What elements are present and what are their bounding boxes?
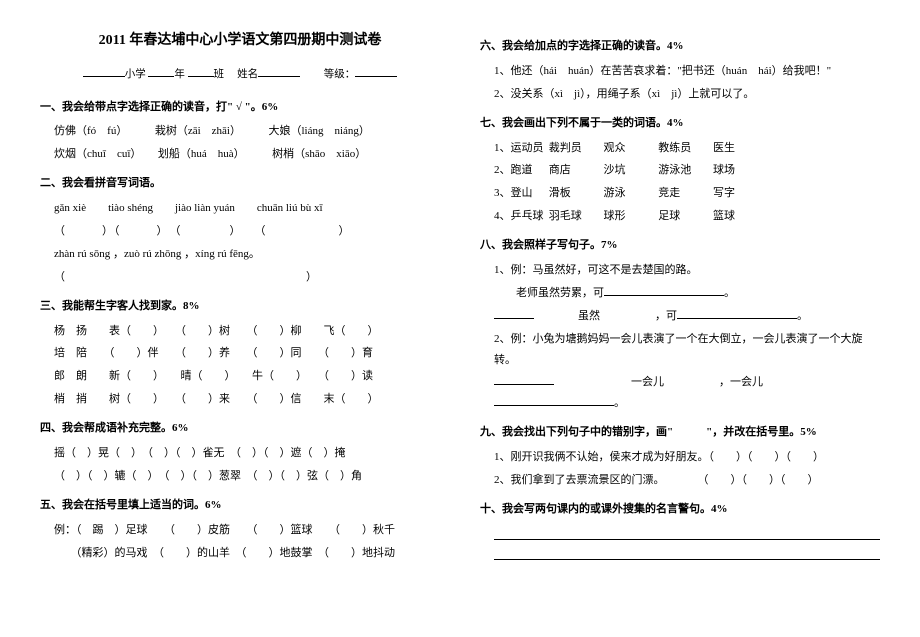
s7-cell: 裁判员 [549, 138, 601, 159]
s6-l1: 1、他还（hái huán）在苦苦哀求着："把书还（huán hái）给我吧！" [480, 61, 880, 82]
section-1-head: 一、我会给带点字选择正确的读音，打" √ "。6% [40, 97, 440, 118]
section-7-head: 七、我会画出下列不属于一类的词语。4% [480, 113, 880, 134]
s7-cell: 教练员 [658, 138, 710, 159]
s8-l5-text: 一会儿 ，一会儿 [554, 376, 763, 388]
s7-cell: 观众 [604, 138, 656, 159]
section-4-head: 四、我会帮成语补充完整。6% [40, 418, 440, 439]
s2-blank1: （ ）（ ） （ ） （ ） [40, 221, 440, 242]
s7-row1: 2、跑道 商店 沙坑 游泳池 球场 [480, 160, 880, 181]
class-label: 班 [214, 69, 225, 80]
s7-cell: 足球 [658, 206, 710, 227]
school-label: 小学 [125, 69, 146, 80]
right-column: 六、我会给加点的字选择正确的读音。4% 1、他还（hái huán）在苦苦哀求着… [480, 28, 880, 566]
info-line: 小学 年 班 姓名 等级： [40, 65, 440, 85]
s9-l2: 2、我们拿到了去票流景区的门漂。 （ ）（ ）（ ） [480, 470, 880, 491]
year-label: 年 [174, 69, 185, 80]
s7-cell: 球形 [604, 206, 656, 227]
s8-l1: 1、例：马虽然好，可这不是去楚国的路。 [480, 260, 880, 281]
s7-row0: 1、运动员 裁判员 观众 教练员 医生 [480, 138, 880, 159]
s5-r2: （精彩）的马戏 （ ）的山羊 （ ）地鼓掌 （ ）地抖动 [40, 543, 440, 564]
s7-cell: 1、运动员 [494, 138, 546, 159]
s7-row2: 3、登山 滑板 游泳 竞走 写字 [480, 183, 880, 204]
s7-cell: 沙坑 [604, 160, 656, 181]
s7-cell: 球场 [713, 160, 765, 181]
section-6-head: 六、我会给加点的字选择正确的读音。4% [480, 36, 880, 57]
left-column: 2011 年春达埔中心小学语文第四册期中测试卷 小学 年 班 姓名 等级： 一、… [40, 28, 440, 566]
section-2-head: 二、我会看拼音写词语。 [40, 173, 440, 194]
s4-r2: （ ）（ ）辘（ ） （ ）（ ）葱翠 （ ）（ ）弦（ ）角 [40, 466, 440, 487]
s7-cell: 4、乒乓球 [494, 206, 546, 227]
s7-cell: 羽毛球 [549, 206, 601, 227]
exam-title: 2011 年春达埔中心小学语文第四册期中测试卷 [40, 28, 440, 55]
section-9-head: 九、我会找出下列句子中的错别字，画" "，并改在括号里。5% [480, 422, 880, 443]
s8-l2-text: 老师虽然劳累，可 [494, 287, 604, 299]
s9-l1: 1、刚开识我俩不认始，侯来才成为好朋友。（ ）（ ）（ ） [480, 447, 880, 468]
s8-l4: 2、例：小兔为塘鹅妈妈一会儿表演了一个在大倒立，一会儿表演了一个大旋转。 [480, 329, 880, 371]
s7-cell: 游泳 [604, 183, 656, 204]
s7-cell: 竞走 [658, 183, 710, 204]
s4-r1: 摇（ ）晃（ ） （ ）（ ）雀无 （ ）（ ）遮（ ）掩 [40, 443, 440, 464]
s7-cell: 篮球 [713, 206, 765, 227]
s5-r1: 例：（ 踢 ）足球 （ ）皮筋 （ ）篮球 （ ）秋千 [40, 520, 440, 541]
s1-line1: 仿佛（fó fú） 栽树（zāi zhāi） 大娘（liáng niáng） [40, 121, 440, 142]
grade-label: 等级： [324, 69, 356, 80]
s3-r3: 郎 朗 新（ ） 晴（ ） 牛（ ） （ ）读 [40, 366, 440, 387]
s7-cell: 商店 [549, 160, 601, 181]
s1-line2: 炊烟（chuī cuī） 划船（huá huà） 树梢（shāo xiāo） [40, 144, 440, 165]
section-5-head: 五、我会在括号里填上适当的词。6% [40, 495, 440, 516]
s8-l3-text: 虽然 ，可 [534, 310, 677, 322]
s7-cell: 滑板 [549, 183, 601, 204]
name-label: 姓名 [237, 69, 258, 80]
s6-l2: 2、没关系（xì jì），用绳子系（xì jì）上就可以了。 [480, 84, 880, 105]
s7-cell: 医生 [713, 138, 765, 159]
s10-blank1 [494, 526, 880, 540]
section-3-head: 三、我能帮生字客人找到家。8% [40, 296, 440, 317]
s7-cell: 2、跑道 [494, 160, 546, 181]
s2-pinyin1: gǎn xiè tiào shéng jiào liàn yuán chuān … [40, 198, 440, 219]
s8-l2: 老师虽然劳累，可。 [480, 283, 880, 304]
s7-row3: 4、乒乓球 羽毛球 球形 足球 篮球 [480, 206, 880, 227]
s7-cell: 写字 [713, 183, 765, 204]
s7-cell: 3、登山 [494, 183, 546, 204]
section-10-head: 十、我会写两句课内的或课外搜集的名言警句。4% [480, 499, 880, 520]
s2-blank2: （ ） [40, 267, 440, 288]
s10-blank2 [494, 546, 880, 560]
s8-l3: 虽然 ，可。 [480, 306, 880, 327]
s3-r4: 梢 捎 树（ ） （ ）来 （ ）信 末（ ） [40, 389, 440, 410]
section-8-head: 八、我会照样子写句子。7% [480, 235, 880, 256]
s2-pinyin2: zhàn rú sōng ，zuò rú zhōng ，xíng rú fēng… [40, 244, 440, 265]
s8-l5: 一会儿 ，一会儿。 [480, 372, 880, 414]
s3-r2: 培 陪 （ ）伴 （ ）养 （ ）同 （ ）育 [40, 343, 440, 364]
s3-r1: 杨 扬 表（ ） （ ）树 （ ）柳 飞（ ） [40, 321, 440, 342]
s7-cell: 游泳池 [658, 160, 710, 181]
